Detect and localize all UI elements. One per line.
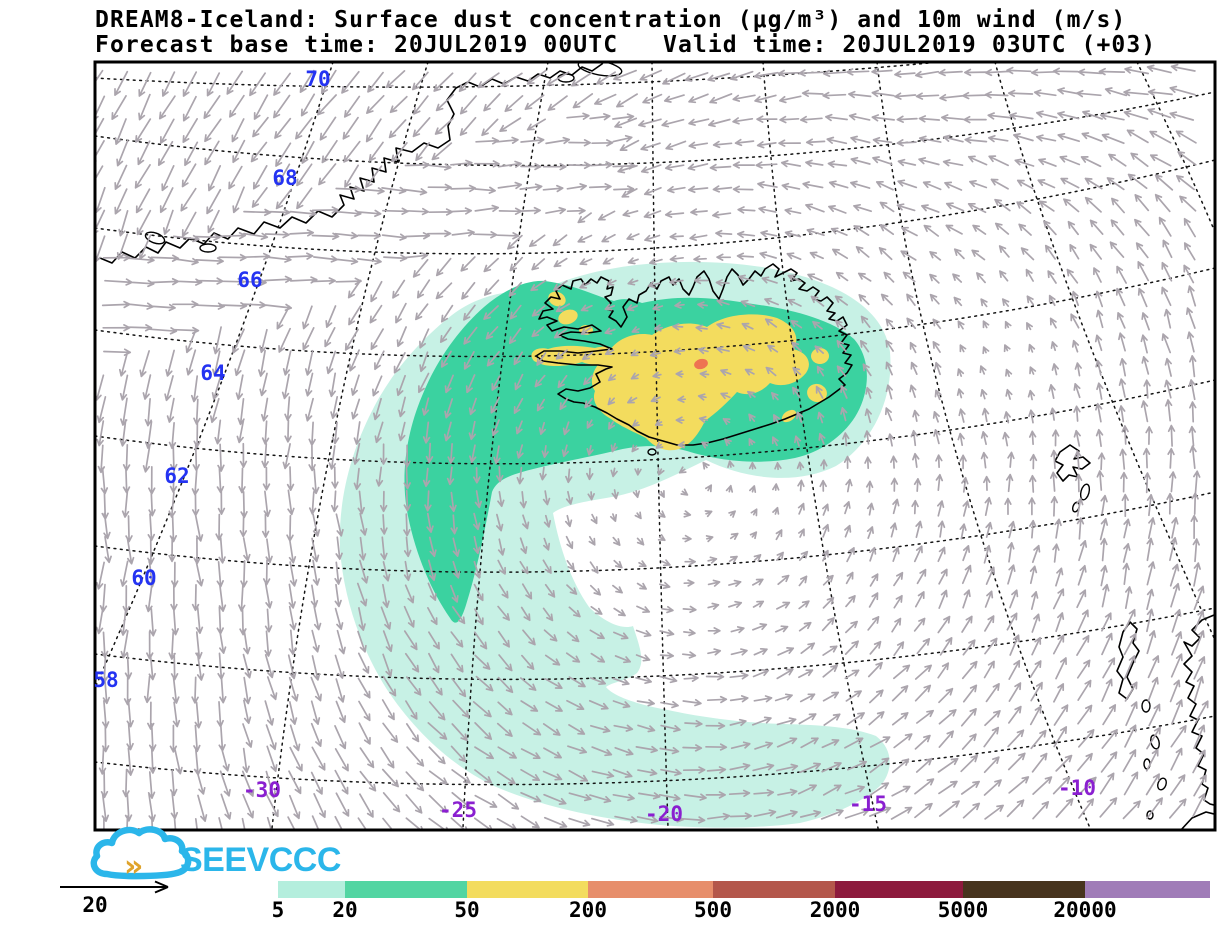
colorbar-segment [835,881,963,898]
wind-arrow-field [95,63,1209,830]
colorbar-tick-label: 5 [271,898,285,922]
colorbar-segment [963,881,1085,898]
latitude-label: 66 [237,268,262,292]
colorbar-tick-label: 20 [332,898,358,922]
wind-reference-arrow [60,880,169,894]
cloud-chevron-icon: » [124,849,143,884]
colorbar-segment [467,881,588,898]
longitude-label: -30 [243,778,281,802]
map-title: DREAM8-Iceland: Surface dust concentrati… [95,7,1127,33]
longitude-label: -10 [1058,776,1096,800]
latitude-label: 60 [131,566,156,590]
colorbar-tick-label: 50 [454,898,480,922]
map-subtitle: Forecast base time: 20JUL2019 00UTC Vali… [95,32,1157,58]
latitude-label: 68 [272,166,297,190]
colorbar-tick-label: 20000 [1053,898,1117,922]
colorbar-segment [1085,881,1210,898]
colorbar-tick-label: 500 [694,898,732,922]
colorbar-segment [345,881,467,898]
wind-reference-speed: 20 [82,893,108,917]
map-frame [93,60,1217,832]
longitude-label: -20 [645,802,683,826]
colorbar-segment [588,881,713,898]
colorbar-tick-label: 200 [569,898,607,922]
colorbar-tick-label: 2000 [809,898,861,922]
longitude-label: -15 [849,792,887,816]
colorbar-segment [713,881,835,898]
logo-text: SEEVCCC [180,841,341,879]
seevccc-logo: » SEEVCCC [90,826,341,884]
latitude-label: 62 [164,464,189,488]
latitude-label: 58 [93,668,118,692]
colorbar-segment [278,881,345,898]
colorbar-tick-label: 5000 [937,898,989,922]
latitude-label: 70 [305,67,330,91]
cloud-icon [90,826,192,880]
longitude-label: -25 [439,798,477,822]
latitude-label: 64 [200,361,225,385]
concentration-colorbar: 5 20 50 200 500 2000 5000 20000 [272,881,1210,922]
